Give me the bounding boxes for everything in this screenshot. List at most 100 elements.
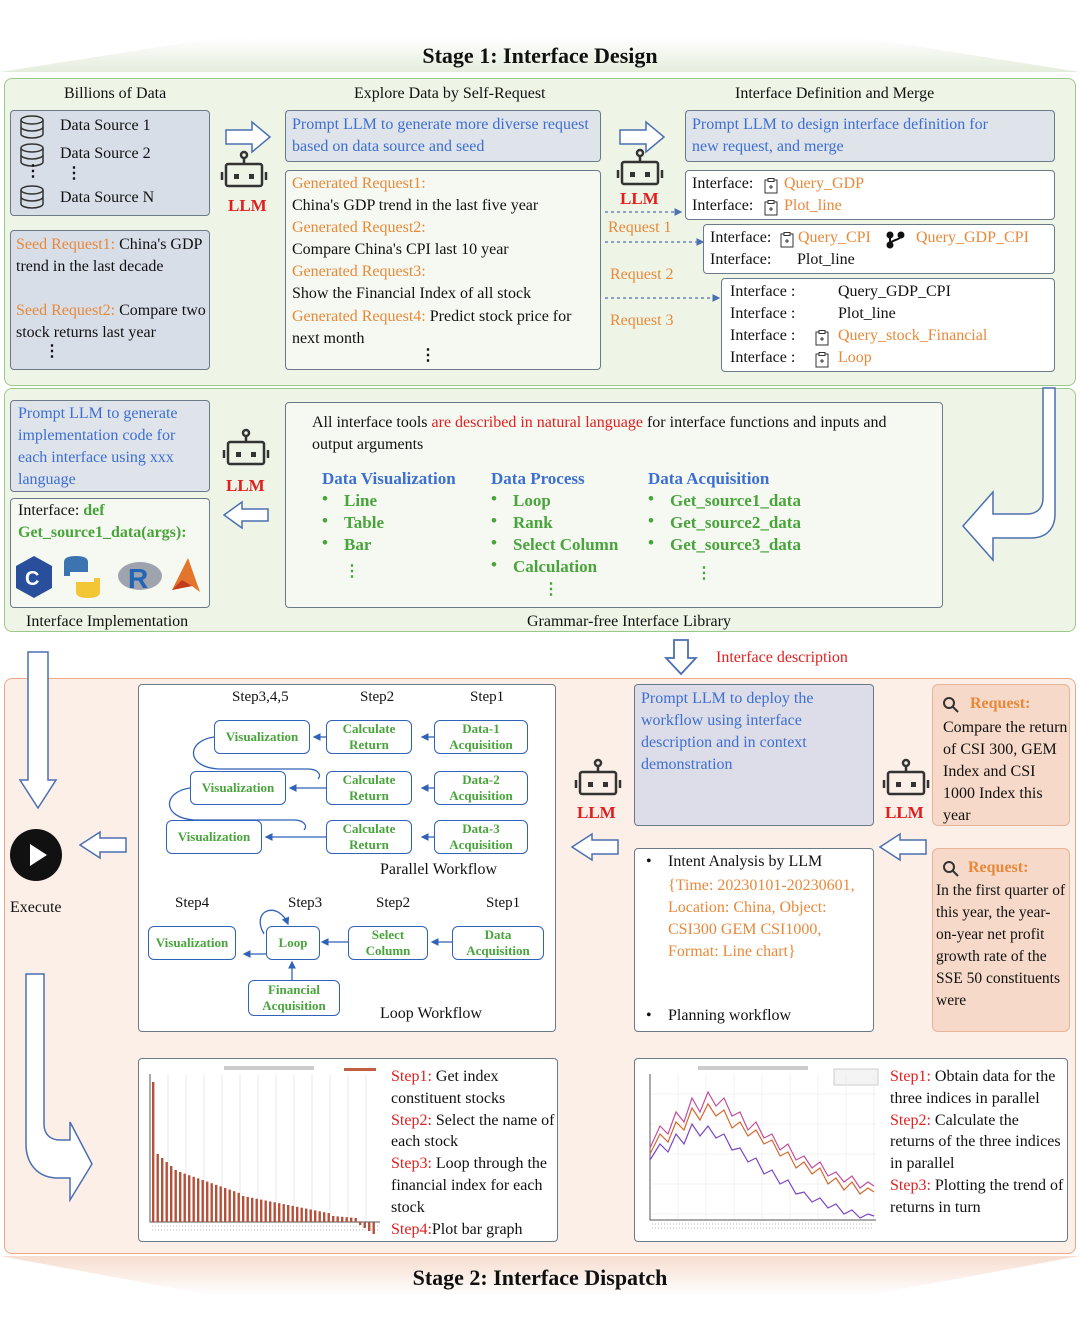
right-arrow-icon	[619, 120, 666, 154]
request-box-2	[932, 848, 1070, 1032]
left-arrow-icon	[78, 830, 127, 860]
library-item: Get_source3_data	[670, 535, 801, 554]
header-billions: Billions of Data	[64, 85, 167, 102]
library-item: Get_source2_data	[670, 513, 801, 532]
library-box	[285, 402, 943, 608]
thumbnail-bar	[354, 1218, 357, 1222]
execute-play-icon[interactable]	[9, 828, 63, 882]
right-step-label: Step2:	[890, 1111, 931, 1129]
if3-label-4: Interface :	[730, 349, 796, 366]
loop-caption: Loop Workflow	[380, 1005, 482, 1022]
down-arrow-icon	[18, 651, 58, 810]
loop-step2-label: Step2	[376, 895, 411, 911]
step2-label: Step2	[360, 689, 395, 705]
thumbnail-bar	[327, 1213, 330, 1222]
library-bullet: •	[491, 555, 497, 574]
if3-value-1: Query_GDP_CPI	[838, 283, 951, 300]
thumbnail-bar	[255, 1198, 258, 1222]
seed-request-1-label: Seed Request1:	[16, 236, 116, 253]
data-source-dots-left: ⋮	[25, 163, 41, 180]
left-steps: Step1: Get index constituent stocks Step2…	[391, 1066, 557, 1240]
thumbnail-bar	[233, 1191, 236, 1222]
parallel-viz-2: Visualization	[190, 771, 286, 805]
impl-code-label: Interface:	[18, 502, 80, 519]
left-arrow-icon	[570, 832, 619, 862]
library-item: Loop	[513, 491, 551, 510]
thumbnail-bar	[300, 1207, 303, 1222]
loop-financial: Financial Acquisition	[248, 980, 340, 1016]
thumbnail-bar	[192, 1176, 195, 1222]
gen-request-1-label: Generated Request1:	[292, 175, 426, 192]
thumbnail-bar	[183, 1173, 186, 1222]
intent-title: Intent Analysis by LLM	[668, 853, 823, 870]
if3-label-2: Interface :	[730, 305, 796, 322]
if2-label-1: Interface:	[710, 229, 772, 246]
if1-label-2: Interface:	[692, 197, 754, 214]
thumbnail-bar	[224, 1188, 227, 1222]
library-item: Bar	[344, 535, 372, 554]
thumbnail-bar	[332, 1216, 335, 1222]
left-step-text: Get index constituent stocks	[391, 1068, 506, 1107]
library-item: Line	[344, 491, 378, 510]
data-source-1: Data Source 1	[60, 117, 151, 134]
parallel-data-3: Data-3 Acquisition	[434, 820, 528, 854]
seed-request-2-text: Compare two stock returns last year	[16, 302, 206, 341]
document-icon	[815, 352, 829, 368]
library-item: Select Column	[513, 535, 619, 554]
robot-icon	[574, 758, 622, 796]
llm-label-5: LLM	[885, 803, 924, 822]
thumbnail-bar	[152, 1082, 155, 1222]
loop-viz: Visualization	[148, 926, 236, 960]
library-item: Table	[344, 513, 385, 532]
library-col-title-3: Data Acquisition	[648, 469, 770, 488]
intent-box	[634, 848, 874, 1032]
parallel-viz-1: Visualization	[214, 720, 310, 754]
bent-arrow-icon	[25, 973, 93, 1202]
thumbnail-bar	[314, 1210, 317, 1222]
right-step-1: Step1: Obtain data for the three indices…	[890, 1066, 1066, 1110]
execute-label: Execute	[10, 899, 62, 916]
request-1-text: Compare the return of CSI 300, GEM Index…	[943, 719, 1068, 824]
library-bullet: •	[648, 489, 654, 508]
line-chart-thumbnail	[638, 1064, 884, 1238]
thumbnail-bar	[287, 1205, 290, 1222]
right-step-text: Obtain data for the three indices in par…	[890, 1068, 1056, 1107]
gen-request-2-text: Compare China's CPI last 10 year	[292, 241, 509, 258]
impl-code-fn: Get_source1_data(args):	[18, 524, 187, 541]
prompt-define-box	[685, 110, 1055, 162]
gen-request-3-label: Generated Request3:	[292, 263, 426, 280]
right-step-text: Plotting the trend of returns in turn	[890, 1176, 1064, 1216]
request-2-label: Request 2	[610, 266, 674, 283]
stage1-banner	[0, 38, 1080, 72]
seed-request-2-label: Seed Request2:	[16, 302, 116, 319]
intent-bullet-1: •	[646, 853, 652, 870]
impl-caption: Interface Implementation	[26, 613, 189, 630]
thumbnail-bar	[273, 1202, 276, 1222]
thumbnail-bar	[264, 1200, 267, 1222]
data-source-dots: ⋮	[66, 165, 82, 182]
llm-label-2: LLM	[620, 189, 659, 208]
library-caption: Grammar-free Interface Library	[527, 613, 731, 630]
loop-step1-label: Step1	[486, 895, 521, 911]
svg-text:R: R	[128, 563, 148, 594]
document-icon	[780, 232, 794, 248]
intent-detail: {Time: 20230101-20230601, Location: Chin…	[668, 877, 855, 960]
prompt-impl-text: Prompt LLM to generate implementation co…	[18, 405, 178, 488]
seed-request-2: Seed Request2: Compare two stock returns…	[16, 300, 208, 344]
left-step-text: Plot bar graph	[431, 1220, 523, 1238]
thumbnail-bar	[161, 1158, 164, 1222]
seed-request-1-text: China's GDP trend in the last decade	[16, 236, 202, 275]
thumbnail-bar	[251, 1197, 254, 1222]
gen-request-1-text: China's GDP trend in the last five year	[292, 197, 539, 214]
library-bullet: •	[491, 489, 497, 508]
gen-request-4-text: Predict stock price for next month	[292, 308, 572, 347]
library-item: Calculation	[513, 557, 598, 576]
thumbnail-bar	[296, 1206, 299, 1222]
thumbnail-bar	[318, 1211, 321, 1222]
library-bullet: •	[491, 511, 497, 530]
robot-icon	[222, 428, 270, 466]
thumbnail-bar	[246, 1196, 249, 1222]
library-dots: ⋮	[543, 581, 559, 598]
generated-requests-box	[285, 170, 601, 370]
document-icon	[815, 330, 829, 346]
